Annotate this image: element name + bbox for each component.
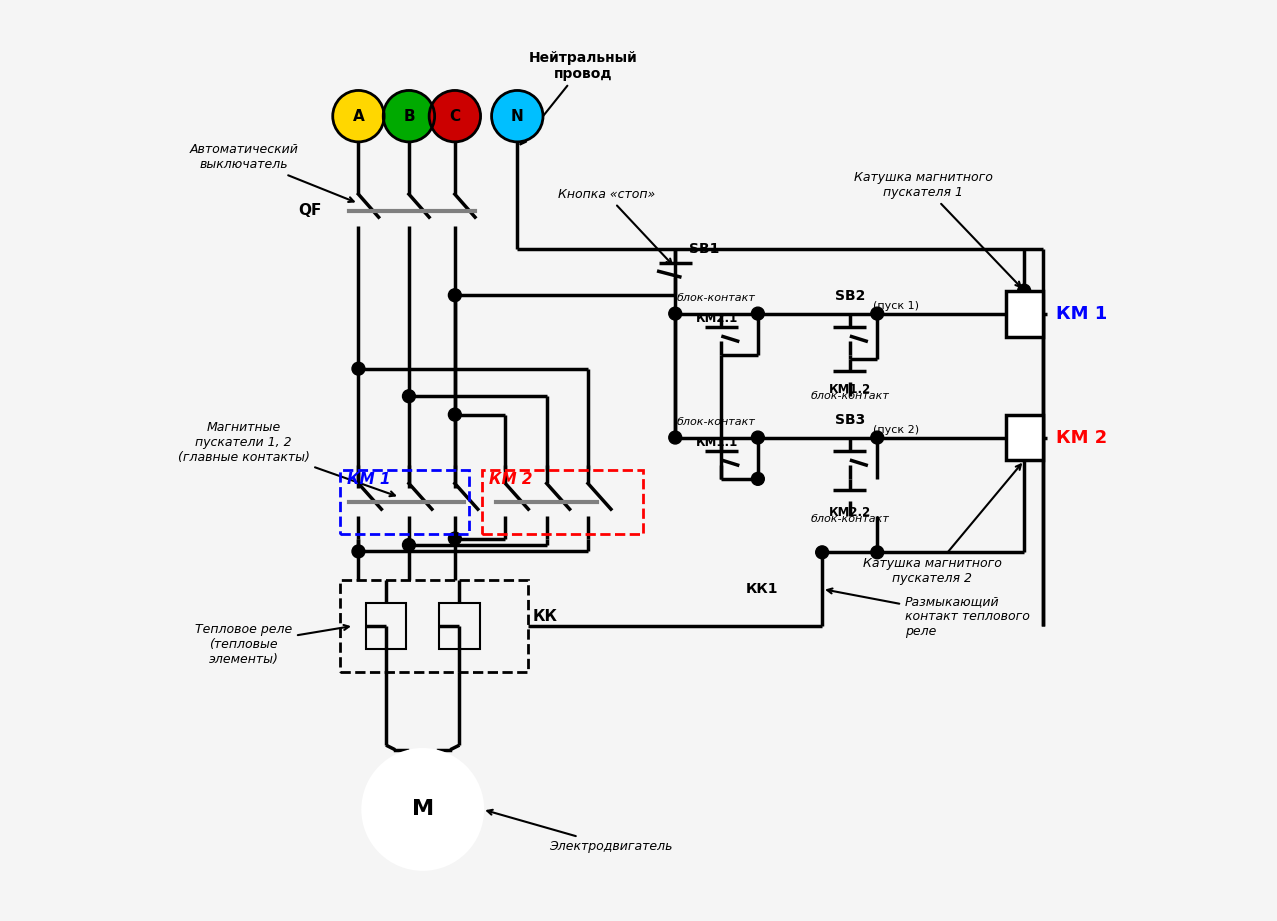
- Circle shape: [751, 308, 765, 320]
- Circle shape: [352, 545, 365, 558]
- Circle shape: [402, 539, 415, 552]
- Text: КМ 1: КМ 1: [346, 472, 389, 486]
- Text: КМ 2: КМ 2: [1056, 428, 1107, 447]
- Circle shape: [669, 308, 682, 320]
- Circle shape: [383, 90, 434, 142]
- Circle shape: [402, 390, 415, 402]
- Circle shape: [816, 546, 829, 559]
- Text: блок-контакт: блок-контакт: [810, 514, 889, 524]
- Text: SB3: SB3: [835, 413, 865, 426]
- Circle shape: [448, 289, 461, 302]
- Text: КМ2.1: КМ2.1: [696, 311, 738, 325]
- Circle shape: [871, 546, 884, 559]
- Circle shape: [871, 308, 884, 320]
- Text: C: C: [450, 109, 461, 123]
- Text: КМ 2: КМ 2: [489, 472, 533, 486]
- FancyBboxPatch shape: [1006, 291, 1042, 336]
- Text: N: N: [511, 109, 524, 123]
- Text: QF: QF: [299, 204, 322, 218]
- Text: (пуск 2): (пуск 2): [872, 426, 918, 436]
- Text: КК: КК: [533, 609, 558, 624]
- Circle shape: [1018, 285, 1031, 297]
- Text: Тепловое реле
(тепловые
элементы): Тепловое реле (тепловые элементы): [195, 623, 349, 666]
- Circle shape: [492, 90, 543, 142]
- Circle shape: [751, 472, 765, 485]
- Text: Кнопка «стоп»: Кнопка «стоп»: [558, 188, 672, 264]
- Text: КМ1.2: КМ1.2: [829, 383, 871, 396]
- Text: КМ1.1: КМ1.1: [696, 436, 738, 449]
- Circle shape: [429, 90, 480, 142]
- Text: М: М: [411, 799, 434, 820]
- Text: блок-контакт: блок-контакт: [677, 293, 756, 303]
- Circle shape: [669, 431, 682, 444]
- Text: Катушка магнитного
пускателя 2: Катушка магнитного пускателя 2: [863, 464, 1020, 585]
- Text: A: A: [352, 109, 364, 123]
- Circle shape: [448, 532, 461, 545]
- Text: SB1: SB1: [690, 242, 719, 256]
- Circle shape: [363, 750, 483, 869]
- Text: Размыкающий
контакт теплового
реле: Размыкающий контакт теплового реле: [827, 589, 1029, 638]
- Circle shape: [871, 431, 884, 444]
- Text: B: B: [404, 109, 415, 123]
- Text: Электродвигатель: Электродвигатель: [488, 810, 673, 853]
- Circle shape: [333, 90, 384, 142]
- Text: SB2: SB2: [834, 288, 865, 303]
- Text: Катушка магнитного
пускателя 1: Катушка магнитного пускателя 1: [854, 171, 1020, 287]
- Text: Магнитные
пускатели 1, 2
(главные контакты): Магнитные пускатели 1, 2 (главные контак…: [178, 421, 395, 496]
- FancyBboxPatch shape: [1006, 414, 1042, 460]
- Text: КМ 1: КМ 1: [1056, 305, 1107, 322]
- Circle shape: [448, 408, 461, 421]
- Text: (пуск 1): (пуск 1): [872, 301, 918, 311]
- Circle shape: [751, 431, 765, 444]
- Text: КМ2.2: КМ2.2: [829, 507, 871, 519]
- Text: Нейтральный
провод: Нейтральный провод: [521, 51, 637, 145]
- Text: блок-контакт: блок-контакт: [677, 416, 756, 426]
- Circle shape: [352, 362, 365, 375]
- Text: КК1: КК1: [746, 582, 779, 596]
- Text: блок-контакт: блок-контакт: [810, 391, 889, 401]
- Text: Автоматический
выключатель: Автоматический выключатель: [189, 144, 354, 202]
